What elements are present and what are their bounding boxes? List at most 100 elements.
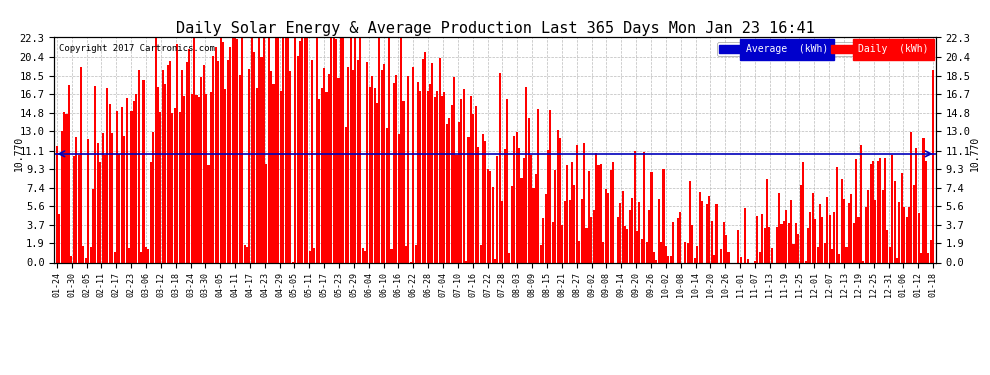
- Bar: [176, 44, 178, 262]
- Bar: [901, 173, 903, 262]
- Bar: [499, 73, 501, 262]
- Bar: [400, 38, 402, 262]
- Bar: [761, 214, 763, 262]
- Bar: [489, 171, 491, 262]
- Bar: [831, 249, 833, 262]
- Bar: [754, 261, 756, 262]
- Bar: [913, 185, 915, 262]
- Bar: [540, 245, 542, 262]
- Bar: [403, 101, 405, 262]
- Bar: [198, 97, 200, 262]
- Bar: [128, 249, 130, 262]
- Bar: [836, 167, 838, 262]
- Bar: [234, 38, 236, 262]
- Bar: [544, 194, 546, 262]
- Bar: [280, 91, 282, 262]
- Bar: [415, 245, 417, 262]
- Bar: [648, 210, 650, 262]
- Bar: [513, 136, 515, 262]
- Bar: [294, 38, 296, 262]
- Bar: [148, 249, 149, 262]
- Bar: [114, 252, 116, 262]
- Bar: [405, 246, 407, 262]
- Bar: [521, 178, 523, 262]
- Bar: [455, 155, 457, 262]
- Bar: [143, 80, 145, 262]
- Bar: [220, 38, 222, 262]
- Bar: [217, 61, 219, 262]
- Bar: [930, 240, 932, 262]
- Bar: [200, 77, 202, 262]
- Bar: [689, 181, 691, 262]
- Bar: [314, 248, 316, 262]
- Bar: [453, 77, 455, 262]
- Bar: [237, 39, 239, 262]
- Bar: [884, 158, 886, 262]
- Bar: [338, 78, 340, 262]
- Bar: [85, 258, 87, 262]
- Bar: [923, 138, 925, 262]
- Bar: [58, 214, 60, 262]
- Bar: [506, 99, 508, 262]
- Bar: [728, 252, 730, 262]
- Bar: [898, 202, 901, 262]
- Bar: [896, 258, 898, 262]
- Bar: [80, 67, 82, 262]
- Bar: [376, 103, 378, 262]
- Bar: [215, 47, 217, 262]
- Bar: [546, 150, 549, 262]
- Bar: [393, 82, 395, 262]
- Bar: [131, 111, 133, 262]
- Bar: [624, 226, 626, 262]
- Bar: [55, 146, 57, 262]
- Bar: [598, 165, 600, 262]
- Bar: [585, 228, 587, 262]
- Bar: [424, 52, 427, 262]
- Bar: [161, 70, 163, 262]
- Bar: [99, 162, 101, 262]
- Bar: [925, 161, 927, 262]
- Bar: [371, 76, 373, 262]
- Bar: [244, 245, 246, 262]
- Bar: [186, 62, 188, 262]
- Bar: [145, 248, 147, 262]
- Bar: [434, 96, 436, 262]
- Bar: [716, 204, 718, 262]
- Bar: [386, 128, 388, 262]
- Bar: [450, 105, 452, 262]
- Bar: [287, 38, 289, 262]
- Bar: [347, 67, 349, 262]
- Bar: [556, 130, 558, 262]
- Bar: [561, 225, 563, 262]
- Bar: [75, 137, 77, 262]
- Bar: [566, 165, 568, 262]
- Bar: [501, 201, 503, 262]
- Bar: [711, 221, 713, 262]
- Bar: [299, 41, 301, 262]
- Bar: [551, 222, 553, 262]
- Bar: [605, 189, 607, 262]
- Bar: [188, 49, 190, 262]
- Bar: [479, 245, 481, 262]
- Bar: [593, 210, 595, 262]
- Bar: [554, 170, 556, 262]
- Bar: [60, 131, 62, 262]
- Bar: [911, 132, 913, 262]
- Bar: [301, 38, 303, 262]
- Bar: [669, 256, 672, 262]
- Bar: [149, 162, 151, 262]
- Bar: [89, 247, 92, 262]
- Bar: [622, 191, 624, 262]
- Bar: [444, 92, 446, 262]
- Bar: [492, 188, 494, 262]
- Bar: [852, 223, 854, 262]
- Title: Daily Solar Energy & Average Production Last 365 Days Mon Jan 23 16:41: Daily Solar Energy & Average Production …: [175, 21, 815, 36]
- Text: Copyright 2017 Cartronics.com: Copyright 2017 Cartronics.com: [58, 44, 215, 53]
- Bar: [814, 219, 816, 262]
- Bar: [677, 218, 679, 262]
- Bar: [457, 122, 460, 262]
- Bar: [212, 56, 215, 262]
- Bar: [756, 216, 758, 262]
- Bar: [460, 99, 462, 262]
- Bar: [805, 261, 807, 262]
